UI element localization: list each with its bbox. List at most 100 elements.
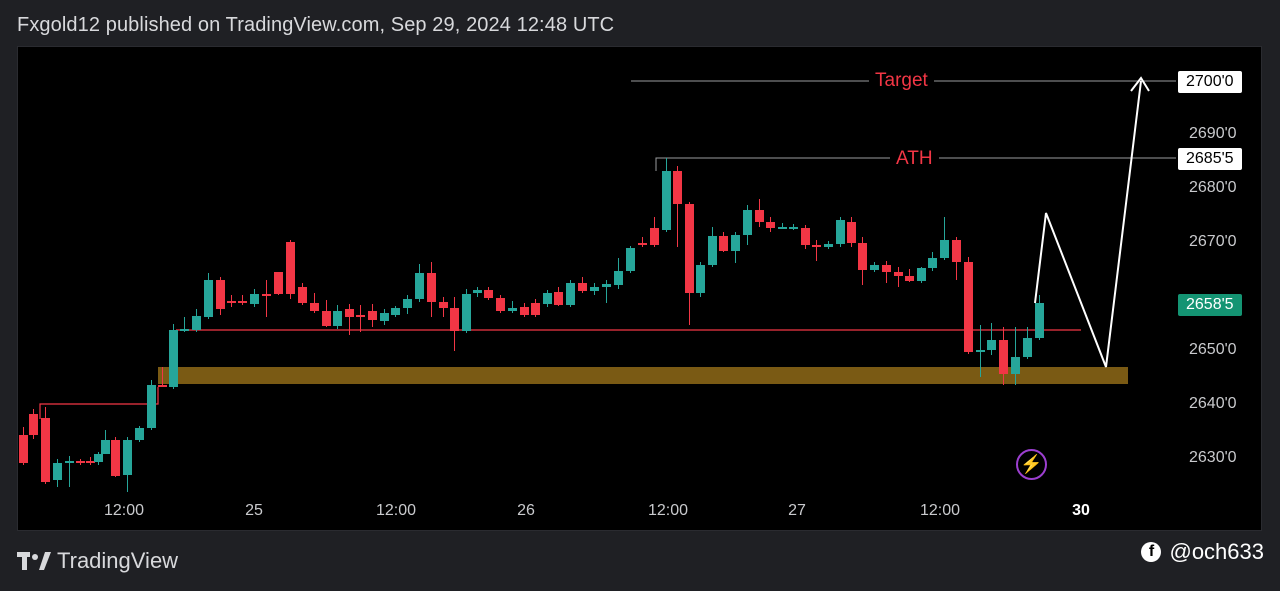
time-tick: 26 — [517, 502, 535, 519]
candle-body — [696, 265, 705, 293]
ath-price-badge: 2685'5 — [1178, 148, 1242, 170]
candle-body — [590, 287, 599, 291]
candle-body — [41, 418, 50, 482]
candle-body — [928, 258, 937, 268]
candle-body — [101, 440, 110, 454]
candle-body — [415, 273, 424, 299]
time-tick: 25 — [245, 502, 263, 519]
candle-body — [650, 228, 659, 245]
candle-body — [462, 294, 471, 331]
candle-body — [403, 299, 412, 308]
candle-body — [86, 461, 95, 463]
candle-body — [858, 243, 867, 270]
candle-body — [238, 301, 247, 303]
candle-body — [250, 294, 259, 304]
candle-body — [894, 272, 903, 276]
candle-body — [719, 236, 728, 251]
tradingview-logo[interactable]: TradingView — [17, 548, 178, 574]
candle-body — [286, 242, 295, 294]
current-price-badge: 2658'5 — [1178, 294, 1242, 316]
candle-body — [952, 240, 961, 262]
candle-body — [76, 461, 85, 463]
candle-body — [65, 461, 74, 463]
candle-body — [731, 235, 740, 251]
candle-body — [940, 240, 949, 258]
candle-body — [29, 414, 38, 435]
time-tick: 12:00 — [647, 502, 689, 519]
candle-body — [135, 428, 144, 440]
step-line — [39, 387, 159, 419]
candle-body — [520, 307, 529, 315]
candle-body — [801, 228, 810, 245]
candle-body — [638, 243, 647, 245]
candle-body — [870, 265, 879, 270]
candle-body — [847, 222, 856, 243]
price-tick: 2670'0 — [1189, 233, 1237, 250]
candle-body — [626, 248, 635, 271]
candle-body — [614, 271, 623, 285]
chart-area[interactable]: 2690'0 2680'0 2670'0 2650'0 2640'0 2630'… — [17, 46, 1262, 531]
time-tick: 12:00 — [919, 502, 961, 519]
support-zone — [158, 367, 1128, 384]
target-price-badge: 2700'0 — [1178, 71, 1242, 93]
candle-body — [180, 329, 189, 331]
time-tick: 27 — [788, 502, 806, 519]
candle-body — [368, 311, 377, 320]
publish-header: Fxgold12 published on TradingView.com, S… — [17, 14, 615, 36]
candle-body — [1023, 338, 1032, 357]
candle-body — [1011, 357, 1020, 374]
lightning-icon[interactable]: ⚡ — [1016, 449, 1047, 480]
candle-body — [298, 287, 307, 303]
candle-body — [345, 309, 354, 317]
price-tick: 2630'0 — [1189, 449, 1237, 466]
candle-body — [766, 222, 775, 228]
candle-body — [685, 204, 694, 293]
candle-body — [508, 308, 517, 311]
candle-body — [380, 313, 389, 321]
candle-body — [999, 340, 1008, 374]
candle-body — [673, 171, 682, 204]
candle-body — [976, 350, 985, 352]
candle-body — [310, 303, 319, 311]
handle-text: @och633 — [1169, 539, 1264, 564]
projection-path — [1034, 80, 1142, 368]
price-tick: 2640'0 — [1189, 395, 1237, 412]
candle-body — [917, 268, 926, 281]
candle-body — [158, 385, 167, 387]
candle-body — [322, 311, 331, 326]
candle-body — [882, 265, 891, 272]
candle-body — [333, 311, 342, 326]
candle-body — [450, 308, 459, 331]
candle-body — [484, 290, 493, 298]
price-tick: 2690'0 — [1189, 125, 1237, 142]
candle-body — [439, 302, 448, 308]
candle-body — [824, 244, 833, 247]
candle-body — [1035, 303, 1044, 338]
candle-body — [192, 316, 201, 330]
tradingview-logo-icon — [17, 552, 51, 570]
candle-body — [743, 210, 752, 235]
candle-body — [755, 210, 764, 222]
candle-body — [19, 435, 28, 463]
candle-body — [531, 303, 540, 315]
candle-body — [964, 262, 973, 352]
price-tick: 2680'0 — [1189, 179, 1237, 196]
time-tick: 12:00 — [375, 502, 417, 519]
price-chart[interactable] — [18, 47, 1263, 532]
ath-label: ATH — [890, 148, 939, 170]
candle-body — [169, 330, 178, 387]
candle-body — [836, 220, 845, 244]
candle-body — [789, 227, 798, 229]
candle-body — [356, 315, 365, 317]
candle-body — [123, 440, 132, 475]
candle-body — [602, 284, 611, 287]
time-tick: 30 — [1072, 502, 1090, 519]
candle-body — [662, 171, 671, 230]
candle-body — [147, 385, 156, 428]
social-handle: f @och633 — [1141, 539, 1264, 565]
candle-body — [578, 283, 587, 291]
candle-body — [708, 236, 717, 265]
candle-body — [473, 290, 482, 293]
candle-body — [262, 294, 271, 296]
candle-body — [812, 245, 821, 247]
